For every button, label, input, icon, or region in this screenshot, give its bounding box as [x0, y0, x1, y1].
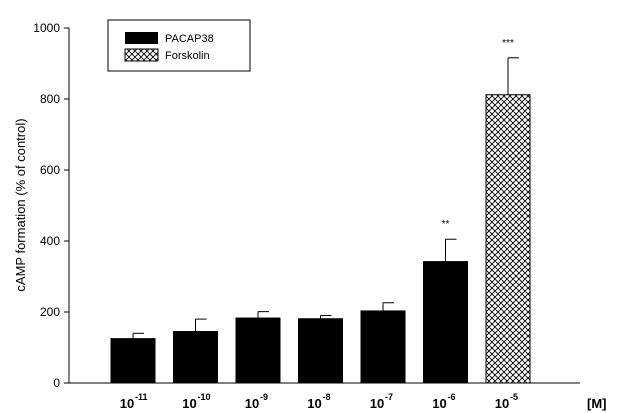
x-tick-exponent: -10 — [198, 392, 211, 402]
legend-label-forskolin: Forskolin — [165, 50, 210, 62]
y-axis-label: cAMP formation (% of control) — [13, 118, 28, 291]
legend: PACAP38 Forskolin — [107, 19, 251, 72]
y-tick-label: 800 — [40, 92, 60, 106]
y-tick-label: 1000 — [33, 21, 60, 35]
bar-forskolin — [485, 94, 531, 384]
x-tick-exponent: -9 — [260, 392, 268, 402]
legend-swatch-pacap38 — [125, 32, 158, 44]
y-tick-label: 600 — [40, 163, 60, 177]
bar-pacap38 — [360, 310, 406, 384]
x-tick-label: 10 — [245, 396, 259, 411]
significance-marker: *** — [502, 38, 514, 49]
x-tick-label: 10 — [432, 396, 446, 411]
bar-pacap38 — [235, 317, 281, 384]
bars: ***** — [110, 38, 531, 384]
x-tick-exponent: -6 — [448, 392, 456, 402]
x-tick-label: 10 — [182, 396, 196, 411]
x-tick-exponent: -8 — [323, 392, 331, 402]
x-tick-label: 10 — [307, 396, 321, 411]
bar-pacap38 — [173, 331, 218, 384]
legend-label-pacap38: PACAP38 — [165, 33, 214, 45]
x-tick-exponent: -7 — [385, 392, 393, 402]
y-tick-label: 400 — [40, 234, 60, 248]
y-axis: 0 200 400 600 800 1000 — [33, 21, 70, 390]
bar-pacap38 — [298, 318, 343, 384]
bar-pacap38 — [423, 261, 468, 384]
legend-box — [107, 19, 251, 72]
x-unit-label: [M] — [587, 396, 607, 411]
x-tick-exponent: -11 — [135, 392, 148, 402]
y-tick-label: 200 — [40, 305, 60, 319]
x-tick-exponent: -5 — [510, 392, 518, 402]
x-axis: 10 -11 10 -10 10 -9 10 -8 10 -7 10 -6 10 -5 — [69, 382, 580, 411]
y-tick-label: 0 — [53, 376, 60, 390]
bar-pacap38 — [110, 338, 156, 384]
significance-marker: ** — [442, 219, 450, 230]
x-tick-label: 10 — [370, 396, 384, 411]
x-tick-label: 10 — [120, 396, 134, 411]
legend-swatch-forskolin — [124, 48, 159, 62]
x-tick-label: 10 — [495, 396, 509, 411]
